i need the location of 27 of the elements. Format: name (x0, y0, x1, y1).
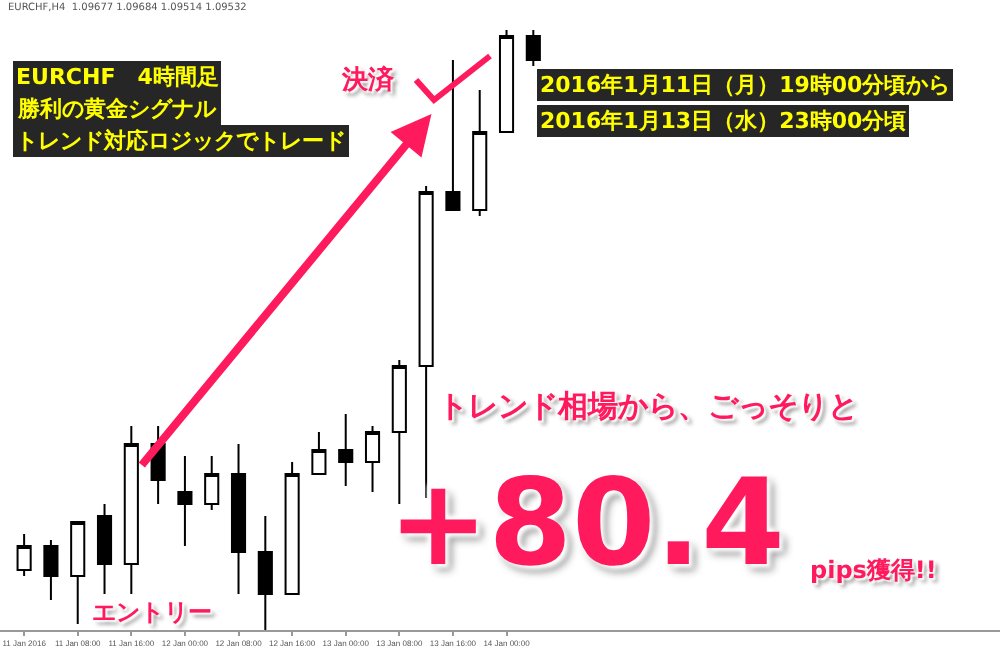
candlestick (498, 30, 515, 133)
candlestick (364, 425, 381, 493)
annotation: トレンド対応ロジックでトレード (16, 128, 346, 154)
candlestick (43, 539, 59, 601)
candlestick (96, 503, 113, 595)
annotation: +80.4 (388, 454, 785, 594)
annotation: 決済 (340, 64, 396, 96)
candlestick (338, 413, 354, 487)
candlestick (257, 515, 273, 630)
candlestick (230, 443, 247, 595)
candlestick (525, 30, 541, 67)
text: pips獲得!! (810, 556, 937, 584)
candlestick (204, 455, 220, 511)
candlestick (311, 431, 327, 475)
candlestick (123, 425, 139, 595)
annotation: EURCHF 4時間足 (16, 64, 219, 90)
annotation: 勝利の黄金シグナル (16, 96, 218, 122)
candlestick (70, 521, 86, 625)
candlestick (472, 89, 488, 217)
annotation: トレンド相場から、ごっそりと (438, 388, 858, 424)
candlestick (284, 461, 300, 595)
annotation: 2016年1月11日（月）19時00分頃から (540, 72, 951, 98)
candlestick (16, 533, 32, 577)
annotation: 2016年1月13日（水）23時00分頃 (540, 108, 907, 134)
candlestick (445, 59, 461, 211)
candlestick (177, 455, 193, 547)
annotation: エントリー (92, 598, 212, 626)
